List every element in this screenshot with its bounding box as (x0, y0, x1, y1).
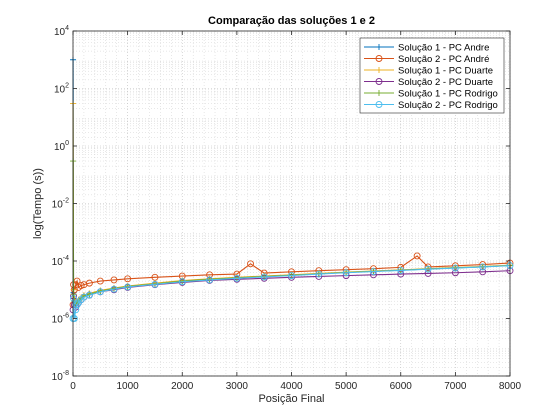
legend-label: Solução 2 - PC André (398, 54, 489, 65)
data-point-marker (124, 275, 132, 283)
y-tick-exponent: -6 (63, 313, 69, 320)
data-point-marker (110, 276, 118, 284)
data-point-marker (73, 277, 81, 285)
data-point-marker (70, 315, 78, 322)
data-point-marker (397, 266, 405, 274)
legend-box (359, 37, 505, 114)
data-point-marker (151, 280, 159, 288)
data-point-marker (96, 288, 104, 296)
data-point-marker (315, 270, 323, 278)
data-point-marker (376, 44, 382, 50)
data-point-marker (124, 283, 132, 291)
x-tick-label: 8000 (499, 381, 522, 392)
data-point-marker (206, 276, 214, 284)
legend-label: Solução 1 - PC Andre (398, 43, 489, 54)
chart-title: Comparação das soluções 1 e 2 (208, 15, 375, 27)
y-tick-exponent: -4 (63, 255, 69, 262)
data-point-marker (85, 291, 93, 299)
data-point-marker (413, 252, 421, 260)
y-tick-exponent: 4 (65, 25, 69, 32)
x-axis-label: Posição Final (258, 393, 324, 405)
series-line (72, 265, 511, 319)
data-point-marker (85, 279, 93, 287)
y-tick-exponent: 2 (65, 83, 69, 90)
legend-item: Solução 1 - PC Duarte (364, 66, 493, 77)
x-tick-label: 7000 (444, 381, 467, 392)
data-point-marker (342, 269, 350, 277)
data-point-marker (376, 90, 382, 96)
data-point-marker (96, 277, 104, 285)
legend-item: Solução 2 - PC Duarte (364, 77, 493, 88)
data-point-marker (110, 285, 118, 293)
legend-label: Solução 2 - PC Duarte (398, 77, 493, 88)
y-tick-exponent: -8 (63, 370, 69, 377)
series-2 (69, 252, 514, 309)
legend-item: Solução 1 - PC Rodrigo (364, 89, 498, 100)
data-point-marker (451, 264, 459, 272)
x-tick-label: 5000 (335, 381, 358, 392)
data-point-marker (247, 260, 254, 268)
y-tick-exponent: -2 (63, 198, 69, 205)
data-point-marker (70, 291, 77, 298)
legend-label: Solução 1 - PC Rodrigo (398, 89, 498, 100)
data-point-marker (376, 67, 382, 73)
data-point-marker (369, 268, 377, 275)
y-axis-label: log(Tempo (s)) (32, 168, 44, 239)
data-point-marker (233, 274, 241, 282)
y-tick-exponent: 0 (65, 140, 69, 147)
data-point-marker (375, 78, 383, 85)
data-point-marker (77, 282, 85, 289)
data-point-marker (70, 294, 77, 302)
data-point-marker (479, 263, 487, 271)
x-tick-label: 1000 (117, 381, 140, 392)
legend-label: Solução 2 - PC Rodrigo (398, 100, 498, 111)
x-tick-label: 3000 (226, 381, 249, 392)
data-point-marker (375, 55, 383, 62)
x-tick-label: 4000 (280, 381, 303, 392)
data-point-marker (260, 273, 268, 281)
legend-label: Solução 1 - PC Duarte (398, 66, 493, 77)
legend-item: Solução 2 - PC Rodrigo (364, 100, 498, 111)
legend-item: Solução 2 - PC André (364, 54, 489, 65)
legend-item: Solução 1 - PC Andre (364, 43, 489, 54)
data-point-marker (375, 101, 383, 108)
data-point-marker (424, 265, 432, 273)
x-tick-label: 0 (70, 381, 76, 392)
data-point-marker (178, 278, 186, 286)
x-tick-label: 2000 (171, 381, 194, 392)
data-point-marker (73, 301, 81, 309)
series-layer (69, 56, 514, 322)
x-tick-label: 6000 (390, 381, 413, 392)
data-point-marker (288, 272, 295, 280)
